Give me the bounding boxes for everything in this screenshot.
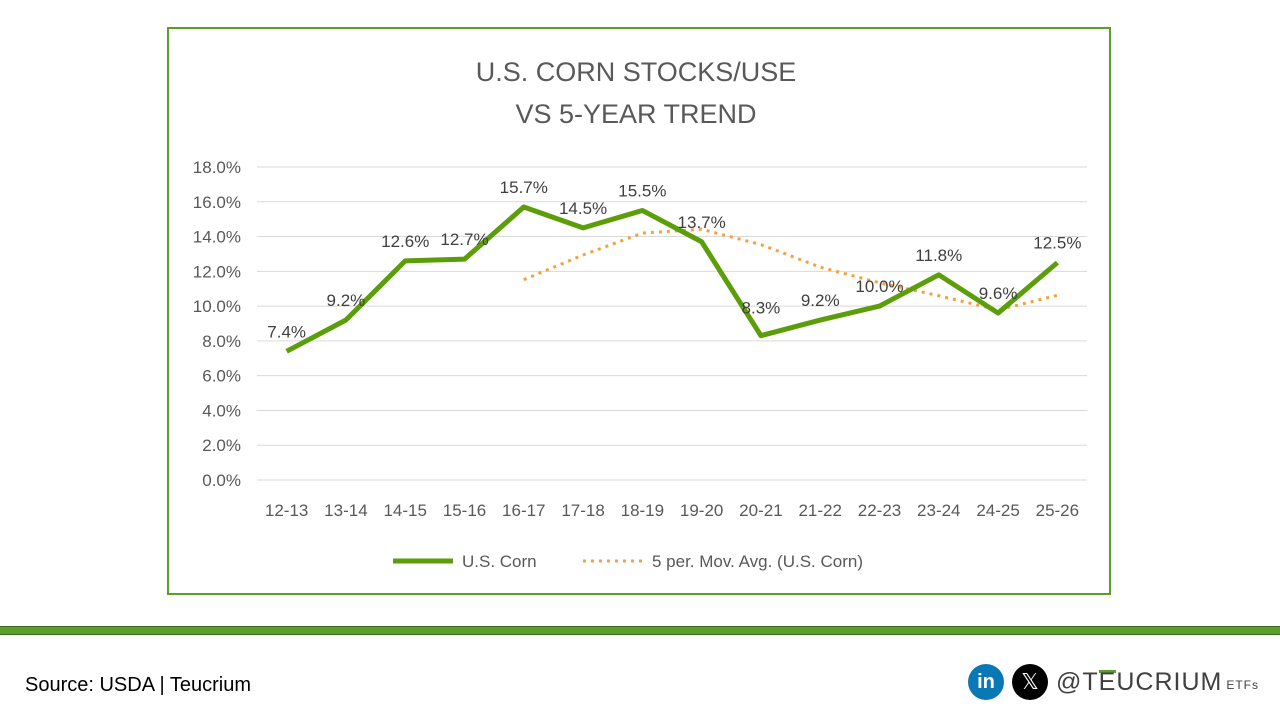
legend-label-moving-average: 5 per. Mov. Avg. (U.S. Corn)	[652, 552, 863, 571]
x-tick-label: 13-14	[324, 501, 367, 520]
handle-prefix: @T	[1056, 667, 1099, 696]
y-tick-label: 0.0%	[202, 471, 241, 490]
series-line-us-corn	[285, 204, 1059, 354]
data-label: 13.7%	[678, 213, 726, 232]
chart-title-line-2: VS 5-YEAR TREND	[515, 99, 756, 129]
handle-e: E	[1098, 667, 1117, 696]
data-label: 15.5%	[618, 181, 666, 200]
social-brand: in 𝕏 @TEUCRIUM ETFs	[968, 664, 1259, 700]
data-label: 7.4%	[267, 322, 306, 341]
y-tick-label: 8.0%	[202, 332, 241, 351]
x-tick-label: 16-17	[502, 501, 545, 520]
x-tick-label: 25-26	[1036, 501, 1079, 520]
data-label: 15.7%	[500, 178, 548, 197]
x-tick-label: 12-13	[265, 501, 308, 520]
data-label: 9.2%	[801, 291, 840, 310]
data-label: 12.6%	[381, 232, 429, 251]
x-tick-label: 23-24	[917, 501, 960, 520]
linkedin-icon[interactable]: in	[968, 664, 1004, 700]
x-tick-label: 19-20	[680, 501, 723, 520]
y-tick-label: 14.0%	[193, 228, 241, 247]
etfs-label: ETFs	[1226, 678, 1260, 692]
y-tick-label: 18.0%	[193, 158, 241, 177]
data-label: 12.7%	[440, 230, 488, 249]
data-label: 14.5%	[559, 199, 607, 218]
x-tick-label: 22-23	[858, 501, 901, 520]
y-tick-label: 2.0%	[202, 436, 241, 455]
data-label: 8.3%	[742, 299, 781, 318]
footer-divider-band	[0, 626, 1280, 635]
y-tick-label: 6.0%	[202, 367, 241, 386]
x-tick-label: 14-15	[383, 501, 426, 520]
x-tick-label: 15-16	[443, 501, 486, 520]
handle-rest: UCRIUM	[1116, 667, 1223, 696]
data-label: 11.8%	[915, 246, 962, 265]
chart-container: U.S. CORN STOCKS/USE VS 5-YEAR TREND 0.0…	[167, 27, 1111, 595]
teucrium-handle: @TEUCRIUM	[1056, 668, 1222, 697]
y-tick-label: 4.0%	[202, 401, 241, 420]
x-tick-label: 24-25	[976, 501, 1019, 520]
x-tick-label: 18-19	[621, 501, 664, 520]
x-icon[interactable]: 𝕏	[1012, 664, 1048, 700]
data-label: 10.0%	[855, 277, 903, 296]
data-label: 9.6%	[979, 284, 1018, 303]
x-tick-label: 21-22	[798, 501, 841, 520]
source-note: Source: USDA | Teucrium	[25, 674, 252, 696]
data-label: 9.2%	[327, 291, 366, 310]
data-label: 12.5%	[1033, 234, 1081, 253]
line-chart: U.S. CORN STOCKS/USE VS 5-YEAR TREND 0.0…	[193, 57, 1087, 571]
legend-label-us-corn: U.S. Corn	[462, 552, 537, 571]
x-tick-label: 17-18	[561, 501, 604, 520]
y-tick-label: 10.0%	[193, 297, 241, 316]
chart-title-line-1: U.S. CORN STOCKS/USE	[476, 57, 797, 87]
x-tick-label: 20-21	[739, 501, 782, 520]
y-tick-label: 16.0%	[193, 193, 241, 212]
y-tick-label: 12.0%	[193, 262, 241, 281]
